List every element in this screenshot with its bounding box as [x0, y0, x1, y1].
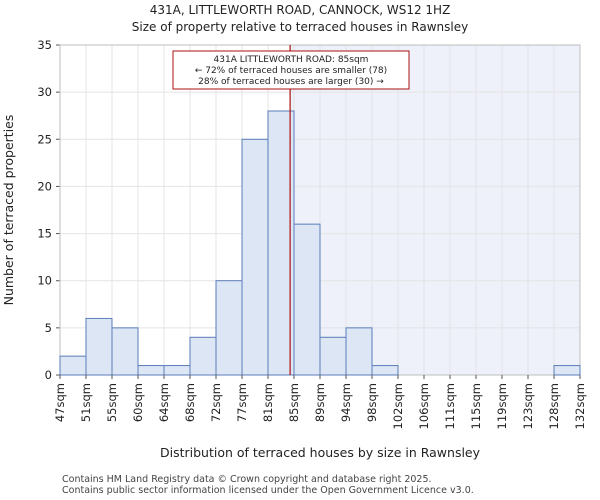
annotation-box	[172, 50, 410, 90]
y-tick-label: 15	[37, 227, 52, 241]
x-tick-label: 55sqm	[105, 383, 119, 422]
y-tick-label: 5	[45, 321, 52, 335]
x-axis-label: Distribution of terraced houses by size …	[160, 445, 481, 460]
x-tick-label: 47sqm	[53, 383, 67, 422]
y-tick-label: 35	[37, 38, 52, 52]
x-tick-label: 111sqm	[443, 383, 457, 429]
y-axis-label: Number of terraced properties	[1, 115, 16, 306]
annotation-text-line3: 28% of terraced houses are larger (30) →	[198, 77, 384, 87]
annotation-text-line1: 431A LITTLEWORTH ROAD: 85sqm	[214, 55, 369, 65]
x-tick-label: 60sqm	[131, 383, 145, 422]
y-tick-label: 0	[45, 368, 52, 382]
x-tick-label: 81sqm	[261, 383, 275, 422]
x-tick-label: 106sqm	[417, 383, 431, 429]
histogram-bar	[319, 336, 347, 376]
footer-attribution-1: Contains HM Land Registry data © Crown c…	[62, 474, 432, 485]
x-tick-label: 72sqm	[209, 383, 223, 422]
x-tick-label: 68sqm	[183, 383, 197, 422]
histogram-bar	[189, 336, 217, 376]
y-tick-label: 20	[37, 179, 52, 193]
x-tick-label: 77sqm	[235, 383, 249, 422]
x-tick-label: 115sqm	[469, 383, 483, 429]
y-tick-label: 25	[37, 132, 52, 146]
histogram-bar	[345, 327, 373, 376]
histogram-bar	[293, 223, 321, 376]
x-tick-label: 128sqm	[547, 383, 561, 429]
annotation-text-line2: ← 72% of terraced houses are smaller (78…	[195, 66, 387, 76]
y-tick-label: 30	[37, 85, 52, 99]
x-tick-label: 123sqm	[521, 383, 535, 429]
chart-title-line2: Size of property relative to terraced ho…	[132, 20, 468, 34]
x-tick-label: 85sqm	[287, 383, 301, 422]
x-tick-label: 98sqm	[365, 383, 379, 422]
y-tick-label: 10	[37, 274, 52, 288]
larger-region-shade	[290, 45, 580, 375]
x-tick-label: 64sqm	[157, 383, 171, 422]
x-tick-label: 51sqm	[79, 383, 93, 422]
histogram-bar	[85, 317, 113, 376]
x-tick-label: 119sqm	[495, 383, 509, 429]
histogram-bar	[59, 355, 87, 376]
x-tick-label: 94sqm	[339, 383, 353, 422]
histogram-bar	[163, 365, 191, 376]
histogram-bar	[241, 138, 269, 376]
histogram-bar	[111, 327, 139, 376]
histogram-bar	[215, 280, 243, 376]
x-tick-label: 102sqm	[391, 383, 405, 429]
x-tick-label: 132sqm	[573, 383, 587, 429]
footer-attribution-2: Contains public sector information licen…	[62, 485, 474, 496]
histogram-bar	[553, 365, 581, 376]
histogram-bar	[137, 365, 165, 376]
x-tick-label: 89sqm	[313, 383, 327, 422]
histogram-bar	[371, 365, 399, 376]
plot-area: 0 5 10 15 20 25 30 35 47sqm 51sqm 55sqm 60sqm 64sqm 6…	[37, 38, 587, 429]
chart-title-line1: 431A, LITTLEWORTH ROAD, CANNOCK, WS12 1H…	[150, 3, 451, 17]
